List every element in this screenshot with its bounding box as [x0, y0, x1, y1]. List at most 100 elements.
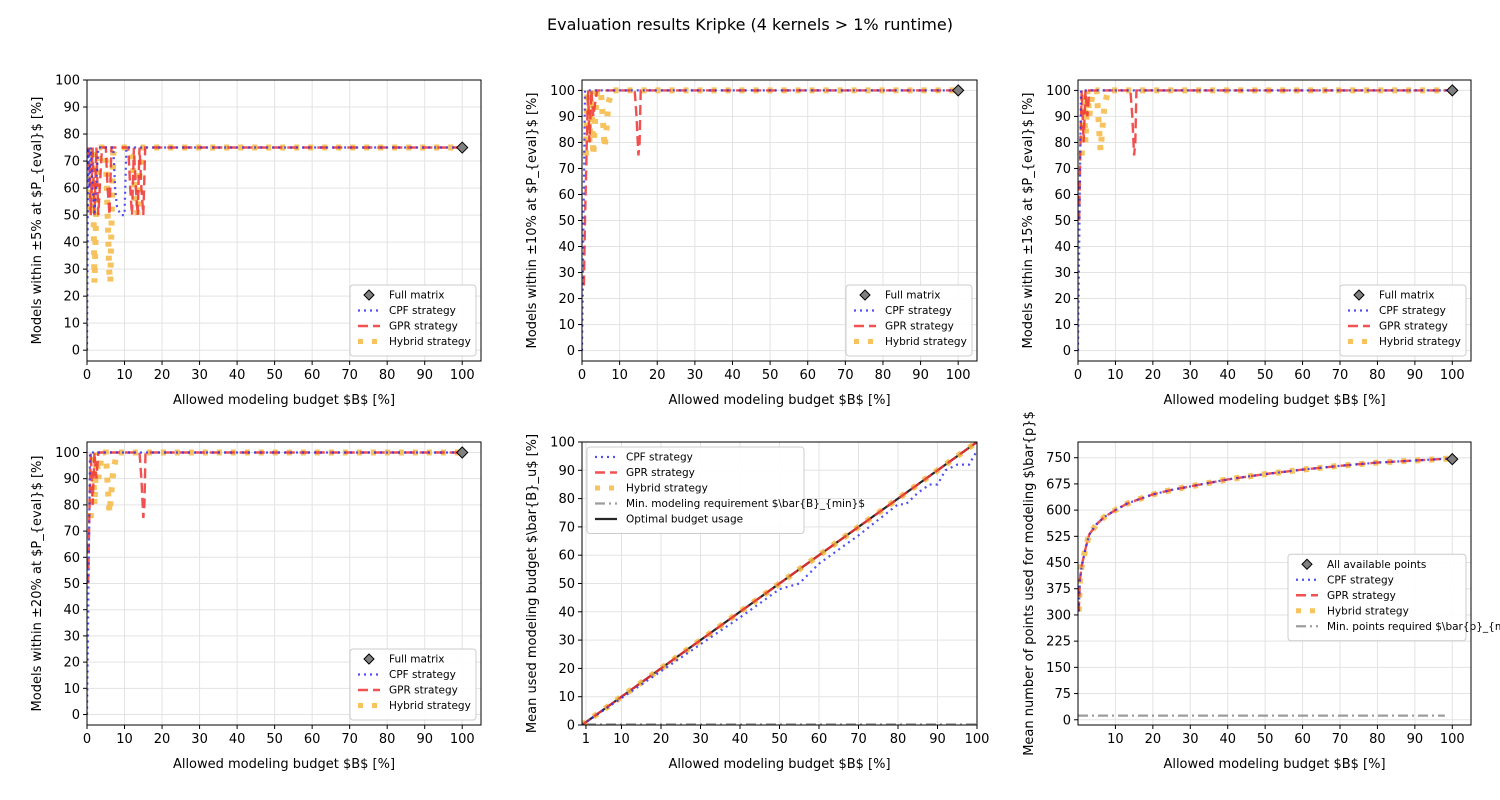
y-tick-label: 0 [1063, 344, 1071, 359]
legend: CPF strategy GPR strategy Hybrid strategy M… [586, 446, 865, 534]
y-tick-label: 90 [63, 472, 80, 487]
axes-frame [581, 79, 978, 362]
x-tick-label: 60 [1294, 732, 1311, 747]
y-tick-label: 80 [558, 492, 575, 507]
x-tick-label: 40 [732, 732, 749, 747]
y-tick-label: 60 [63, 182, 80, 197]
y-tick-label: 10 [558, 318, 575, 333]
x-axis-label: Allowed modeling budget $B$ [%] [668, 393, 890, 408]
legend: All available points CPF strategy GPR stra… [1287, 553, 1500, 642]
plot-area [87, 449, 463, 715]
x-tick-label: 60 [811, 732, 828, 747]
legend: Full matrix CPF strategy GPR strategy Hybri… [349, 648, 477, 721]
series-line [582, 449, 977, 725]
x-tick-label: 80 [1369, 732, 1386, 747]
y-tick-label: 525 [1046, 530, 1071, 545]
series-line [87, 451, 463, 584]
plot-area [1078, 87, 1453, 351]
y-tick-label: 40 [558, 605, 575, 620]
x-tick-label: 90 [1407, 368, 1424, 383]
x-tick-label: 0 [578, 368, 586, 383]
y-axis-label: Models within ±5% at $P_{eval}$ [%] [30, 97, 45, 345]
x-tick-label: 70 [837, 368, 854, 383]
legend-label: GPR strategy [1379, 321, 1448, 333]
plot-area [1078, 455, 1453, 717]
x-tick-label: 30 [692, 732, 709, 747]
y-tick-label: 100 [550, 436, 575, 451]
legend-label: Full matrix [389, 654, 445, 666]
y-tick-label: 30 [1054, 266, 1071, 281]
legend-label: CPF strategy [885, 305, 952, 317]
y-tick-label: 50 [63, 209, 80, 224]
y-tick-label: 300 [1046, 608, 1071, 623]
axes-frame [581, 441, 978, 726]
legend-label: GPR strategy [389, 685, 458, 697]
series-line [1078, 89, 1453, 221]
y-tick-label: 100 [55, 74, 80, 89]
x-tick-label: 100 [946, 368, 971, 383]
legend-marker [859, 289, 871, 301]
y-tick-label: 50 [558, 214, 575, 229]
x-tick-label: 90 [929, 732, 946, 747]
x-tick-label: 80 [875, 368, 892, 383]
y-tick-label: 0 [567, 344, 575, 359]
x-tick-label: 30 [191, 732, 208, 747]
figure-suptitle: Evaluation results Kripke (4 kernels > 1… [547, 15, 953, 34]
x-tick-label: 30 [1182, 732, 1199, 747]
x-tick-label: 20 [649, 368, 666, 383]
series-line [1078, 457, 1453, 612]
x-tick-label: 20 [154, 368, 171, 383]
x-tick-label: 50 [762, 368, 779, 383]
x-tick-label: 0 [1074, 368, 1082, 383]
legend-label: CPF strategy [389, 669, 456, 681]
y-tick-label: 10 [63, 682, 80, 697]
y-axis-label: Models within ±15% at $P_{eval}$ [%] [1021, 93, 1036, 349]
y-tick-label: 10 [558, 690, 575, 705]
legend-marker [1301, 558, 1313, 570]
y-tick-label: 30 [558, 634, 575, 649]
y-tick-label: 40 [558, 240, 575, 255]
x-tick-label: 80 [379, 732, 396, 747]
legend-box [1287, 553, 1467, 642]
x-tick-label: 50 [266, 368, 283, 383]
chart-acc20: 0 10 20 30 40 50 60 70 80 90 100 0 10 20 30 40 50 60 70 80 9… [30, 441, 482, 772]
x-axis-label: Allowed modeling budget $B$ [%] [173, 757, 395, 772]
x-axis-label: Allowed modeling budget $B$ [%] [1163, 393, 1385, 408]
x-tick-label: 30 [687, 368, 704, 383]
y-axis-label: Models within ±10% at $P_{eval}$ [%] [525, 93, 540, 349]
y-tick-label: 40 [63, 236, 80, 251]
x-tick-label: 60 [1294, 368, 1311, 383]
x-tick-label: 100 [450, 368, 475, 383]
chart-acc5: 0 10 20 30 40 50 60 70 80 90 100 0 10 20 30 40 50 60 70 80 9… [30, 74, 482, 408]
legend-box [845, 284, 973, 357]
axes-frame [86, 79, 482, 362]
series-line [582, 89, 959, 351]
legend-box [1339, 284, 1467, 357]
series-line [87, 449, 463, 519]
legend-label: CPF strategy [389, 305, 456, 317]
full-matrix-marker [951, 84, 965, 97]
x-tick-label: 60 [304, 368, 321, 383]
series-line [87, 144, 463, 283]
legend-label: GPR strategy [389, 321, 458, 333]
series-line [1078, 87, 1453, 156]
series-line [87, 146, 463, 216]
axes-frame [1077, 441, 1472, 726]
y-tick-label: 75 [1054, 687, 1071, 702]
x-tick-label: 80 [1369, 368, 1386, 383]
y-tick-label: 375 [1046, 582, 1071, 597]
axes-frame [1077, 79, 1472, 362]
y-tick-label: 150 [1046, 661, 1071, 676]
y-tick-label: 50 [1054, 214, 1071, 229]
legend-marker [363, 289, 375, 301]
x-tick-label: 20 [1145, 368, 1162, 383]
y-tick-label: 20 [558, 662, 575, 677]
y-tick-label: 90 [63, 101, 80, 116]
legend: Full matrix CPF strategy GPR strategy Hybri… [349, 284, 477, 357]
x-tick-label: 30 [191, 368, 208, 383]
x-tick-label: 90 [416, 368, 433, 383]
x-tick-label: 80 [890, 732, 907, 747]
legend-label: GPR strategy [885, 321, 954, 333]
y-tick-label: 450 [1046, 556, 1071, 571]
legend-marker [1353, 289, 1365, 301]
